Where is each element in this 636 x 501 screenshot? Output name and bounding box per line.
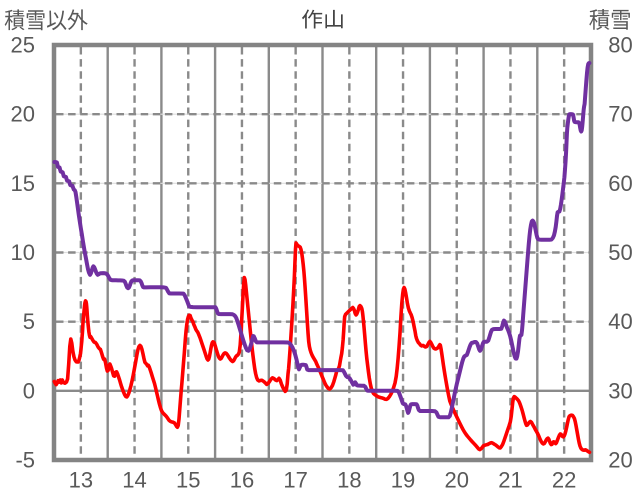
svg-text:30: 30 [608,378,632,403]
svg-text:21: 21 [498,468,522,493]
svg-text:18: 18 [337,468,361,493]
svg-text:40: 40 [608,309,632,334]
svg-text:14: 14 [122,468,146,493]
svg-text:19: 19 [391,468,415,493]
svg-text:20: 20 [11,102,35,127]
svg-text:50: 50 [608,240,632,265]
svg-text:70: 70 [608,102,632,127]
svg-text:16: 16 [230,468,254,493]
svg-text:-5: -5 [15,448,35,473]
svg-text:15: 15 [176,468,200,493]
svg-text:0: 0 [23,378,35,403]
svg-text:60: 60 [608,171,632,196]
svg-text:22: 22 [552,468,576,493]
svg-text:15: 15 [11,171,35,196]
svg-text:25: 25 [11,33,35,58]
svg-text:20: 20 [445,468,469,493]
svg-text:5: 5 [23,309,35,334]
svg-text:17: 17 [283,468,307,493]
svg-text:20: 20 [608,448,632,473]
svg-text:80: 80 [608,33,632,58]
svg-text:13: 13 [69,468,93,493]
svg-text:10: 10 [11,240,35,265]
